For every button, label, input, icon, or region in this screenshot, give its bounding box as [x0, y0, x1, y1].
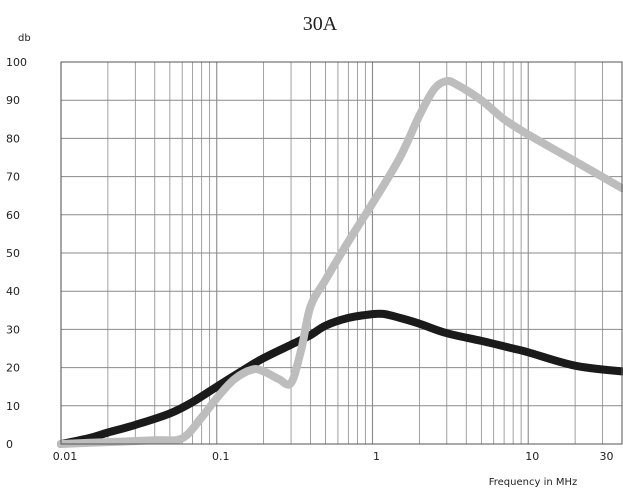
y-tick-label: 100: [6, 56, 27, 69]
y-tick-labels: 0 10 20 30 40 50 60 70 80 90 100: [6, 56, 27, 451]
y-tick-label: 30: [6, 323, 20, 336]
y-tick-label: 10: [6, 400, 20, 413]
x-tick-label: 30: [600, 450, 614, 463]
chart-series: [57, 76, 623, 448]
x-tick-label: 10: [525, 450, 539, 463]
x-tick-label: 0.01: [53, 450, 78, 463]
y-tick-label: 20: [6, 362, 20, 375]
x-axis-label: Frequency in MHz: [489, 477, 578, 488]
y-axis-label: db: [18, 33, 31, 44]
x-tick-label: 1: [373, 450, 380, 463]
series-line-1: [57, 309, 623, 448]
y-tick-label: 40: [6, 285, 20, 298]
y-tick-label: 80: [6, 132, 20, 145]
y-tick-label: 50: [6, 247, 20, 260]
plot-frame: [60, 61, 623, 445]
x-tick-labels: 0.01 0.1 1 10 30: [53, 450, 614, 463]
y-tick-label: 70: [6, 171, 20, 184]
y-tick-label: 0: [6, 438, 13, 451]
y-tick-label: 90: [6, 94, 20, 107]
series-line-2: [57, 76, 623, 448]
x-tick-label: 0.1: [212, 450, 230, 463]
y-tick-label: 60: [6, 209, 20, 222]
chart-title: 30A: [303, 13, 338, 35]
